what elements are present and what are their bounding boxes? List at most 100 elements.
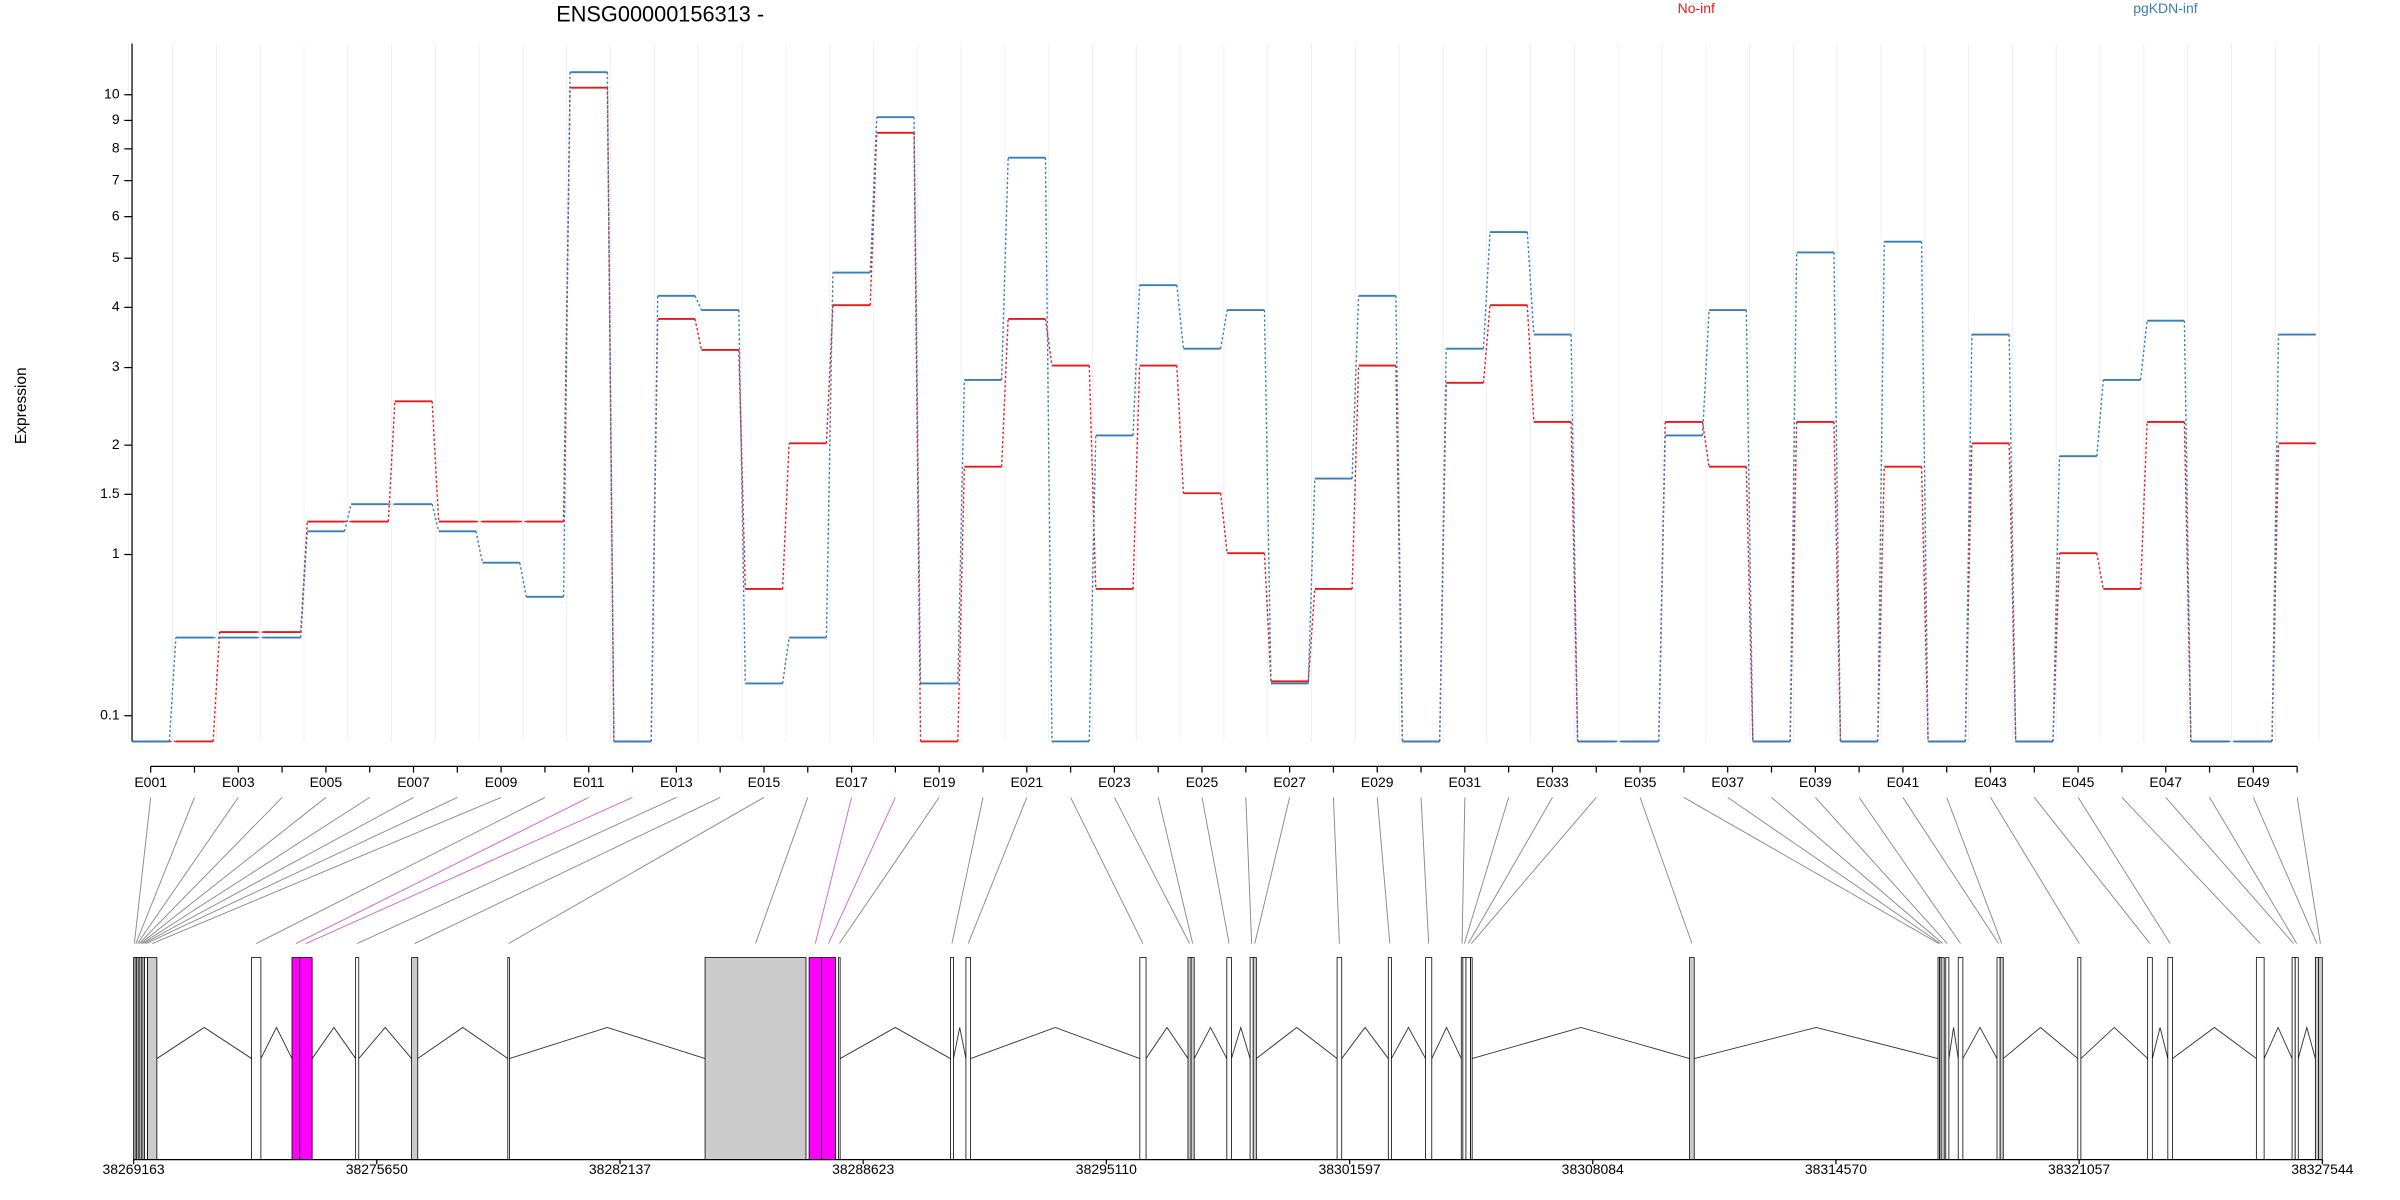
exon-connector [951, 797, 984, 944]
exon-connector [1245, 797, 1253, 944]
exon-connector [1639, 797, 1693, 944]
exon-box [2255, 957, 2265, 1160]
y-tick-label: 10 [104, 85, 120, 101]
x-tick-label: E025 [1186, 774, 1219, 790]
exon-connector [145, 796, 458, 944]
exon-connector [357, 796, 677, 944]
x-tick-label: E047 [2149, 774, 2182, 790]
step-connector [1789, 252, 1798, 742]
y-tick-label: 8 [112, 140, 120, 156]
x-tick-label: E009 [485, 774, 518, 790]
intron [2080, 1026, 2148, 1059]
step-connector [168, 637, 177, 742]
y-tick-label: 1 [112, 545, 120, 561]
intron [417, 1026, 509, 1059]
genomic-tick-label: 38301597 [1318, 1161, 1380, 1177]
step-connector [1132, 285, 1141, 436]
step-connector [1044, 318, 1053, 366]
step-connector [957, 466, 966, 742]
exon-box [2077, 957, 2082, 1160]
intron [2002, 1026, 2079, 1059]
intron [1390, 1026, 1426, 1059]
exon-connector [414, 796, 721, 944]
intron [1341, 1026, 1389, 1059]
exon-connector [2209, 797, 2298, 944]
exon-connector [2033, 797, 2151, 944]
exon-connector [838, 797, 940, 944]
x-tick-label: E023 [1098, 774, 1131, 790]
step-connector [825, 272, 834, 638]
exon-connector [141, 797, 370, 944]
intron [1256, 1026, 1338, 1059]
exon-connector [138, 797, 283, 944]
exon-connector [1471, 797, 1597, 944]
exon-connector [1254, 797, 1291, 944]
step-connector [1570, 421, 1579, 742]
step-connector [1526, 305, 1535, 422]
x-tick-label: E017 [835, 774, 868, 790]
exon-box [291, 957, 301, 1160]
x-tick-label: E035 [1624, 774, 1657, 790]
x-tick-label: E013 [660, 774, 693, 790]
exon-connector [1990, 797, 2080, 944]
step-connector [562, 72, 571, 597]
exon-box [821, 957, 836, 1160]
exon-connector [1376, 797, 1391, 944]
step-connector [2139, 320, 2148, 381]
step-connector [913, 132, 922, 742]
step-connector [694, 318, 703, 351]
exon-box [355, 957, 360, 1160]
step-connector [1044, 157, 1053, 742]
x-tick-label: E011 [573, 774, 605, 790]
step-connector [2096, 379, 2104, 457]
intron [1948, 1027, 1959, 1059]
exon-connector [1113, 797, 1190, 944]
y-tick-label: 3 [112, 358, 120, 374]
exon-connector [2165, 797, 2294, 944]
exon-box [2318, 957, 2323, 1160]
intron [839, 1026, 951, 1059]
genomic-tick-label: 38308084 [1562, 1161, 1624, 1177]
exon-connector [295, 796, 589, 944]
step-connector [1307, 588, 1316, 682]
exon-connector [305, 796, 633, 944]
exon-connector [1727, 797, 1941, 944]
exon-connector [1157, 797, 1194, 944]
intron [1431, 1026, 1462, 1059]
genomic-tick-label: 38269163 [103, 1161, 165, 1177]
intron [953, 1027, 967, 1059]
step-connector [738, 310, 747, 684]
exon-connector [2077, 797, 2171, 944]
exon-box [411, 957, 419, 1160]
exon-box [1425, 957, 1433, 1160]
step-connector [1877, 241, 1885, 742]
x-tick-label: E039 [1799, 774, 1832, 790]
exon-connector [1858, 797, 1961, 944]
step-connector [1833, 252, 1842, 742]
x-tick-label: E037 [1711, 774, 1744, 790]
x-tick-label: E041 [1887, 774, 1920, 790]
step-connector [1877, 466, 1885, 742]
legend-entry: pgKDN-inf [2133, 0, 2198, 16]
step-connector [387, 401, 396, 522]
exon-box [1999, 957, 2004, 1160]
exon-connector [1201, 797, 1230, 944]
chart-title: ENSG00000156313 - [556, 1, 764, 26]
exon-box [144, 957, 148, 1160]
intron [1193, 1026, 1228, 1059]
exon-box [965, 957, 971, 1160]
step-connector [1701, 421, 1710, 467]
step-connector [1526, 232, 1535, 335]
exon-box [1462, 957, 1467, 1160]
y-tick-label: 0.1 [100, 706, 120, 722]
exon-connector [1332, 797, 1340, 944]
intron [1472, 1026, 1690, 1059]
intron [156, 1026, 252, 1059]
exon-connector [814, 797, 853, 944]
step-connector [781, 637, 790, 684]
exon-box [251, 957, 262, 1160]
exon-connector [1461, 797, 1466, 944]
exon-box [1940, 957, 1945, 1160]
exon-connector [133, 797, 152, 944]
